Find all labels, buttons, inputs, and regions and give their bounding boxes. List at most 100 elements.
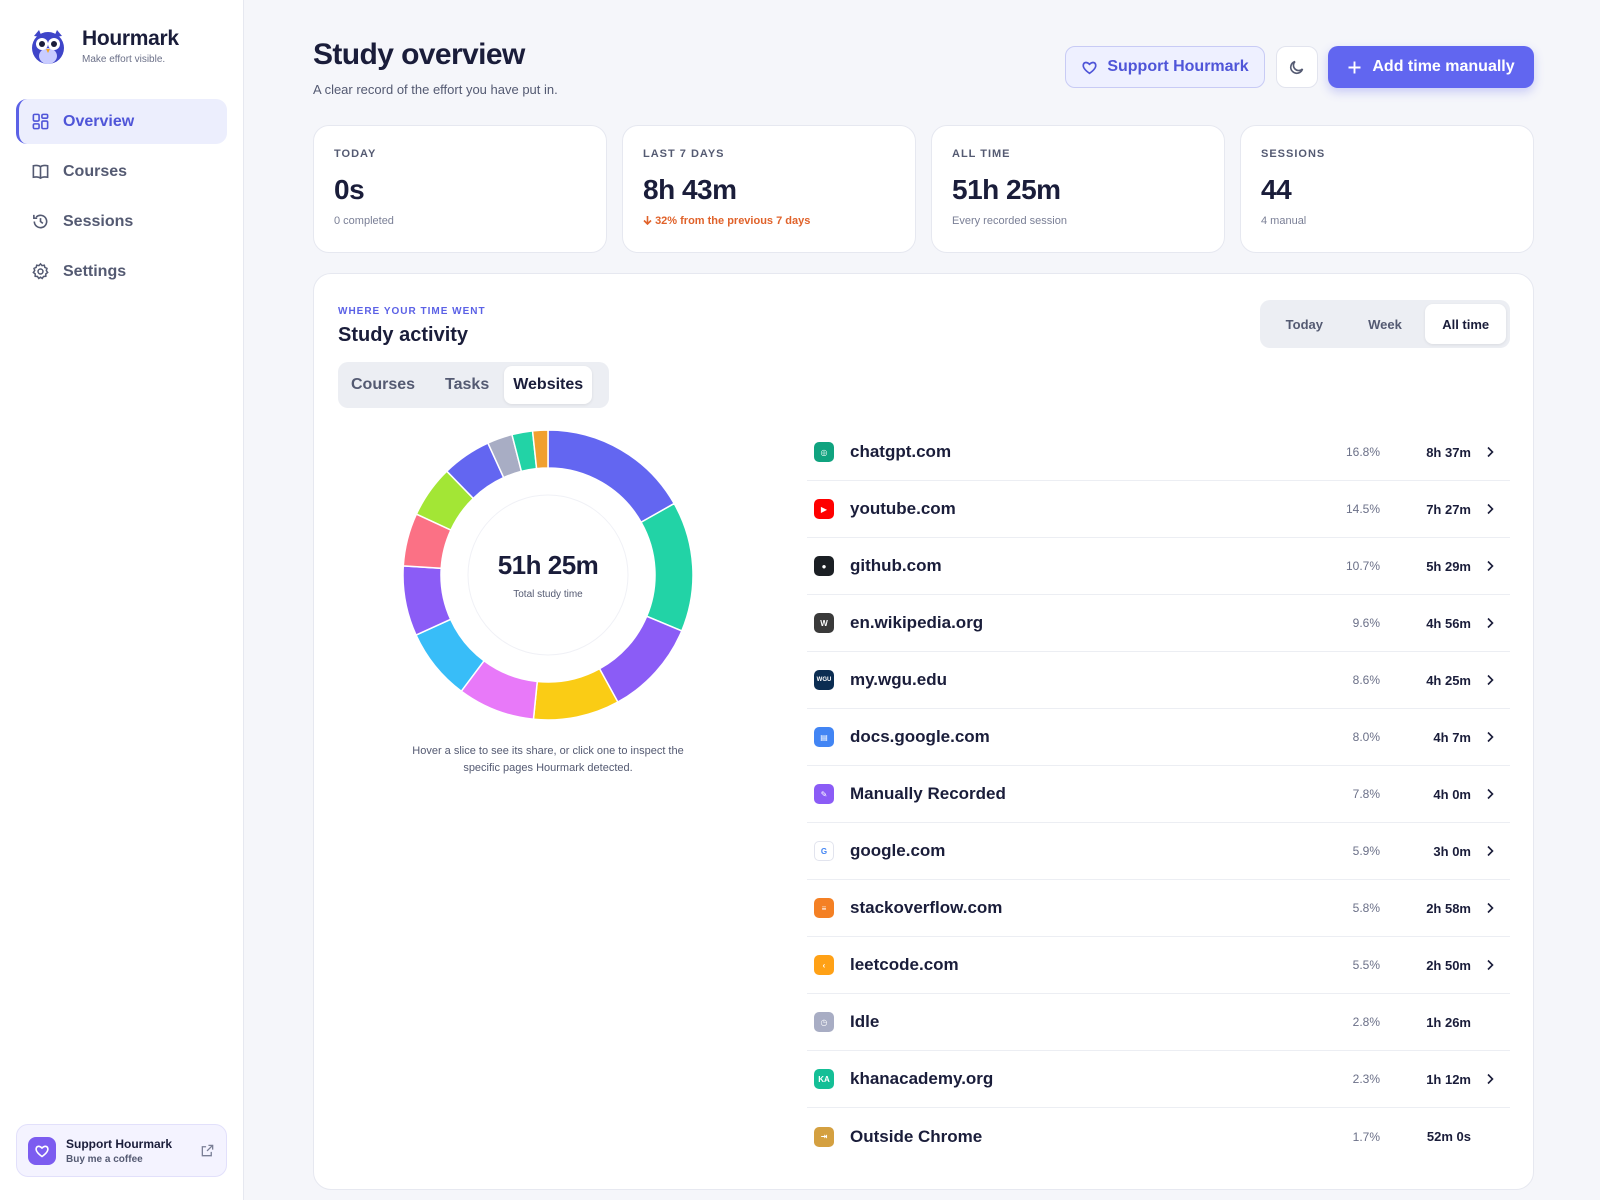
donut-slice-youtube-com[interactable] (640, 502, 694, 632)
panel-eyebrow: WHERE YOUR TIME WENT (338, 306, 486, 317)
stat-label: TODAY (334, 148, 377, 160)
chevron-right-icon[interactable] (1484, 959, 1496, 971)
website-share: 2.8% (1352, 1015, 1380, 1029)
grid-icon (30, 112, 50, 132)
website-name: chatgpt.com (850, 442, 952, 461)
website-time: 4h 0m (1433, 786, 1471, 802)
website-row[interactable]: ● github.com 10.7% 5h 29m (807, 538, 1510, 595)
website-row[interactable]: ▤ docs.google.com 8.0% 4h 7m (807, 709, 1510, 766)
website-share: 8.6% (1352, 673, 1380, 687)
theme-toggle-button[interactable] (1276, 46, 1318, 88)
range-all-time[interactable]: All time (1425, 304, 1507, 344)
brand[interactable]: Hourmark Make effort visible. (28, 26, 179, 66)
tab-websites[interactable]: Websites (504, 366, 593, 404)
range-week[interactable]: Week (1368, 316, 1402, 332)
website-row[interactable]: ‹ leetcode.com 5.5% 2h 50m (807, 937, 1510, 994)
website-row[interactable]: WGU my.wgu.edu 8.6% 4h 25m (807, 652, 1510, 709)
stat-label: ALL TIME (952, 148, 1011, 160)
tab-courses[interactable]: Courses (351, 376, 416, 393)
website-time: 52m 0s (1426, 1129, 1471, 1144)
moon-icon (1289, 60, 1304, 75)
panel-title: Study activity (338, 324, 469, 346)
website-share: 16.8% (1345, 445, 1380, 459)
chevron-right-icon[interactable] (1484, 1073, 1496, 1085)
gear-icon (30, 262, 50, 282)
donut-chart-svg (402, 429, 694, 721)
stat-trend-text: 32% from the previous 7 days (655, 215, 811, 227)
chatgpt-icon: ◎ (814, 442, 834, 462)
website-row[interactable]: ◷ Idle 2.8% 1h 26m (807, 994, 1510, 1051)
website-time: 8h 37m (1426, 444, 1471, 460)
website-share: 2.3% (1352, 1072, 1380, 1086)
chevron-right-icon[interactable] (1484, 617, 1496, 629)
website-row[interactable]: ▶ youtube.com 14.5% 7h 27m (807, 481, 1510, 538)
stat-value: 0s (334, 174, 365, 205)
sidebar-support-card[interactable]: Support Hourmark Buy me a coffee (16, 1124, 227, 1177)
sidebar-item-overview[interactable]: Overview (16, 99, 227, 144)
website-share: 8.0% (1352, 730, 1380, 744)
manual-entry-icon: ✎ (814, 784, 834, 804)
donut-slice-outside-chrome[interactable] (531, 429, 549, 470)
sidebar-item-label: Sessions (63, 212, 134, 230)
website-name: youtube.com (850, 499, 956, 518)
google-docs-icon: ▤ (814, 727, 834, 747)
chevron-right-icon[interactable] (1484, 902, 1496, 914)
website-time: 4h 56m (1426, 615, 1471, 631)
leetcode-icon: ‹ (814, 955, 834, 975)
chevron-right-icon[interactable] (1484, 446, 1496, 458)
website-name: google.com (850, 841, 946, 860)
website-row[interactable]: ⇥ Outside Chrome 1.7% 52m 0s (807, 1108, 1510, 1165)
website-time: 3h 0m (1433, 843, 1471, 859)
website-name: Manually Recorded (850, 784, 1006, 803)
website-row[interactable]: KA khanacademy.org 2.3% 1h 12m (807, 1051, 1510, 1108)
chevron-right-icon[interactable] (1484, 503, 1496, 515)
website-time: 2h 58m (1426, 900, 1471, 916)
website-row[interactable]: ≡ stackoverflow.com 5.8% 2h 58m (807, 880, 1510, 937)
donut-chart: 51h 25m Total study time (401, 428, 695, 722)
tab-tasks[interactable]: Tasks (445, 376, 490, 393)
heart-icon (28, 1136, 56, 1165)
chevron-right-icon[interactable] (1484, 674, 1496, 686)
website-name: en.wikipedia.org (850, 613, 984, 632)
website-row[interactable]: ◎ chatgpt.com 16.8% 8h 37m (807, 424, 1510, 481)
activity-tabs: Courses Tasks Websites (338, 362, 609, 408)
website-name: docs.google.com (850, 727, 990, 746)
add-time-button[interactable]: Add time manually (1328, 46, 1534, 88)
donut-slice-chatgpt-com[interactable] (547, 429, 676, 524)
website-share: 14.5% (1345, 502, 1380, 516)
website-share: 5.9% (1352, 844, 1380, 858)
youtube-icon: ▶ (814, 499, 834, 519)
chevron-right-icon[interactable] (1484, 845, 1496, 857)
stat-value: 44 (1261, 174, 1292, 205)
sidebar-item-sessions[interactable]: Sessions (16, 199, 227, 244)
sidebar-item-label: Overview (63, 112, 135, 130)
page-subtitle: A clear record of the effort you have pu… (313, 82, 558, 97)
stat-card-sessions: SESSIONS 44 4 manual (1240, 125, 1534, 253)
website-list: ◎ chatgpt.com 16.8% 8h 37m ▶ youtube.com 14.5%… (807, 424, 1510, 1165)
stat-card-all-time: ALL TIME 51h 25m Every recorded session (931, 125, 1225, 253)
website-share: 10.7% (1345, 559, 1380, 573)
stat-card-last-7-days: LAST 7 DAYS 8h 43m 32% from the previous… (622, 125, 916, 253)
wikipedia-icon: W (814, 613, 834, 633)
donut-slice-github-com[interactable] (598, 615, 683, 704)
range-today[interactable]: Today (1285, 316, 1323, 332)
website-name: my.wgu.edu (850, 670, 947, 689)
support-button[interactable]: Support Hourmark (1065, 46, 1265, 88)
khanacademy-icon: KA (814, 1069, 834, 1089)
sidebar-item-label: Courses (63, 162, 128, 180)
owl-logo-icon (32, 30, 64, 64)
website-row[interactable]: ✎ Manually Recorded 7.8% 4h 0m (807, 766, 1510, 823)
chevron-right-icon[interactable] (1484, 560, 1496, 572)
chevron-right-icon[interactable] (1484, 788, 1496, 800)
website-time: 1h 12m (1426, 1071, 1471, 1087)
sidebar-item-courses[interactable]: Courses (16, 149, 227, 194)
stat-trend: 32% from the previous 7 days (643, 215, 895, 227)
stat-card-today: TODAY 0s 0 completed (313, 125, 607, 253)
website-name: Outside Chrome (850, 1126, 983, 1146)
chevron-right-icon[interactable] (1484, 731, 1496, 743)
sidebar-item-settings[interactable]: Settings (16, 249, 227, 294)
stat-note: 4 manual (1261, 215, 1307, 227)
stat-label: SESSIONS (1261, 148, 1326, 160)
